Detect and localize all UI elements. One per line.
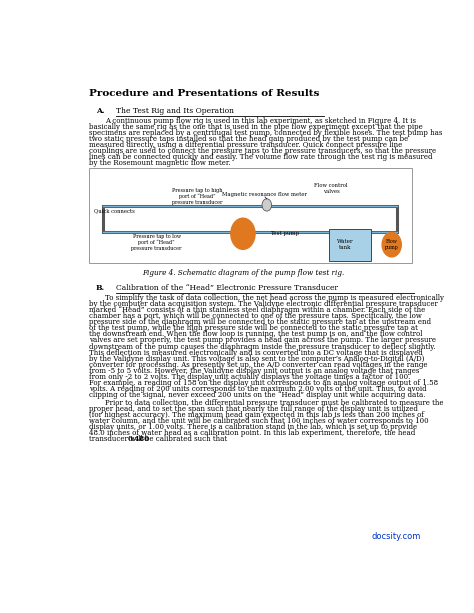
Text: clipping of the signal, never exceed 200 units on the “Head” display unit while : clipping of the signal, never exceed 200… bbox=[89, 391, 425, 399]
Text: pressure side of the diaphragm will be connected to the static pressure tap at t: pressure side of the diaphragm will be c… bbox=[89, 318, 431, 326]
Text: chamber has a port, which will be connected to one of the pressure taps. Specifi: chamber has a port, which will be connec… bbox=[89, 312, 421, 321]
Text: volts. A reading of 200 units corresponds to the maximum 2.00 volts of the unit.: volts. A reading of 200 units correspond… bbox=[89, 385, 426, 393]
Text: water column, and the unit will be calibrated such that 100 inches of water corr: water column, and the unit will be calib… bbox=[89, 417, 428, 425]
FancyBboxPatch shape bbox=[329, 229, 372, 261]
Circle shape bbox=[17, 582, 31, 593]
Text: downstream of the pump causes the diaphragm inside the pressure transducer to de: downstream of the pump causes the diaphr… bbox=[89, 343, 435, 351]
Text: Pressure tap to high
port of “Head”
pressure transducer: Pressure tap to high port of “Head” pres… bbox=[172, 188, 222, 205]
Text: Figure 4. Schematic diagram of the pump flow test rig.: Figure 4. Schematic diagram of the pump … bbox=[142, 268, 344, 276]
Text: Prior to data collection, the differential pressure transducer must be calibrate: Prior to data collection, the differenti… bbox=[105, 399, 444, 407]
Text: For example, a reading of 158 on the display unit corresponds to an analog volta: For example, a reading of 158 on the dis… bbox=[89, 379, 438, 387]
Text: Water
tank: Water tank bbox=[337, 239, 354, 250]
Text: display units, or 1.00 volts. There is a calibration stand in the lab, which is : display units, or 1.00 volts. There is a… bbox=[89, 424, 417, 432]
Circle shape bbox=[35, 576, 45, 583]
Text: Magnetic resonance flow meter: Magnetic resonance flow meter bbox=[222, 192, 308, 197]
Text: from only -2 to 2 volts. The display unit actually displays the voltage times a : from only -2 to 2 volts. The display uni… bbox=[89, 373, 410, 381]
Text: 48.0 inches of water head as a calibration point. In this lab experiment, theref: 48.0 inches of water head as a calibrati… bbox=[89, 430, 415, 438]
Text: A continuous pump flow rig is used in this lab experiment, as sketched in Figure: A continuous pump flow rig is used in th… bbox=[105, 117, 416, 125]
Text: Flow
pump: Flow pump bbox=[385, 239, 399, 250]
Text: Quick connects: Quick connects bbox=[94, 208, 135, 213]
Text: A.: A. bbox=[96, 107, 104, 115]
Circle shape bbox=[382, 232, 401, 257]
Text: lines can be connected quickly and easily. The volume flow rate through the test: lines can be connected quickly and easil… bbox=[89, 153, 432, 161]
Circle shape bbox=[231, 218, 255, 249]
Text: by the computer data acquisition system. The Validyne electronic differential pr: by the computer data acquisition system.… bbox=[89, 300, 438, 308]
Text: measured directly, using a differential pressure transducer. Quick connect press: measured directly, using a differential … bbox=[89, 141, 402, 149]
Text: transducer will be calibrated such that: transducer will be calibrated such that bbox=[89, 435, 229, 443]
Text: To simplify the task of data collection, the net head across the pump is measure: To simplify the task of data collection,… bbox=[105, 294, 444, 302]
Circle shape bbox=[30, 593, 39, 601]
Text: 0.480: 0.480 bbox=[128, 435, 150, 443]
Text: (for highest accuracy). The maximum head gain expected in this lab is less than : (for highest accuracy). The maximum head… bbox=[89, 411, 424, 419]
Text: the downstream end. When the flow loop is running, the test pump is on, and the : the downstream end. When the flow loop i… bbox=[89, 330, 422, 338]
FancyBboxPatch shape bbox=[89, 168, 412, 262]
Text: basically the same rig as the one that is used in the pipe flow experiment excep: basically the same rig as the one that i… bbox=[89, 123, 422, 131]
Text: This deflection is measured electronically and is converted into a DC voltage th: This deflection is measured electronical… bbox=[89, 349, 422, 357]
Text: valves are set properly, the test pump provides a head gain across the pump. The: valves are set properly, the test pump p… bbox=[89, 337, 436, 345]
Text: specimens are replaced by a centrifugal test pump, connected by flexible hoses. : specimens are replaced by a centrifugal … bbox=[89, 129, 442, 137]
Text: from -5 to 5 volts. However, the Validyne display unit output is an analog volta: from -5 to 5 volts. However, the Validyn… bbox=[89, 367, 419, 375]
Text: marked “Head” consists of a thin stainless steel diaphragm within a chamber. Eac: marked “Head” consists of a thin stainle… bbox=[89, 306, 425, 314]
Text: by the Validyne display unit. This voltage is also sent to the computer’s Analog: by the Validyne display unit. This volta… bbox=[89, 354, 424, 363]
Circle shape bbox=[262, 199, 272, 211]
Text: Pressure tap to low
port of “Head”
pressure transducer: Pressure tap to low port of “Head” press… bbox=[131, 234, 182, 251]
Text: docsity.com: docsity.com bbox=[372, 532, 421, 541]
Text: two static pressure taps installed so that the head gain produced by the test pu: two static pressure taps installed so th… bbox=[89, 135, 408, 143]
Text: converter for processing. As presently set up, the A/D converter can read voltag: converter for processing. As presently s… bbox=[89, 360, 427, 368]
Circle shape bbox=[42, 589, 52, 596]
Text: by the Rosemount magnetic flow meter.: by the Rosemount magnetic flow meter. bbox=[89, 159, 230, 167]
Text: proper head, and to set the span such that nearly the full range of the display : proper head, and to set the span such th… bbox=[89, 405, 418, 413]
Text: couplings are used to connect the pressure taps to the pressure transducers, so : couplings are used to connect the pressu… bbox=[89, 147, 436, 155]
Text: of the test pump, while the high pressure side will be connected to the static p: of the test pump, while the high pressur… bbox=[89, 324, 418, 332]
Text: The Test Rig and Its Operation: The Test Rig and Its Operation bbox=[116, 107, 234, 115]
Text: Calibration of the “Head” Electronic Pressure Transducer: Calibration of the “Head” Electronic Pre… bbox=[116, 284, 338, 292]
Text: B.: B. bbox=[96, 284, 105, 292]
Text: Procedure and Presentations of Results: Procedure and Presentations of Results bbox=[89, 89, 319, 97]
Text: Test pump: Test pump bbox=[271, 231, 300, 236]
Text: Flow control
valves: Flow control valves bbox=[314, 183, 348, 194]
